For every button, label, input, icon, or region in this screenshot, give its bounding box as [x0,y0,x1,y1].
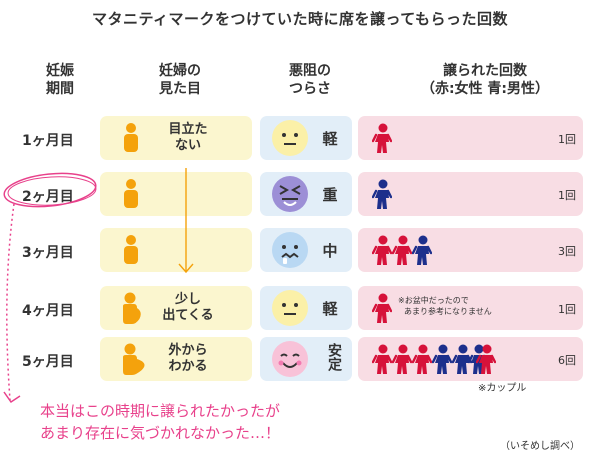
header-period-line2: 期間 [46,81,74,97]
header-offers-line1: 譲られた回数 [443,63,527,79]
month-label: 3ヶ月目 [22,245,74,261]
male-person-icon [411,235,433,269]
header-period-line1: 妊娠 [46,63,74,79]
chart-title: マタニティマークをつけていた時に席を譲ってもらった回数 [91,10,509,28]
appearance-text: 少し 出てくる [148,292,228,324]
appearance-text-line: ない [174,138,201,153]
header-offers: 譲られた回数 （赤:女性 青:男性） [395,62,575,98]
appearance-text-line: 目立た [168,122,208,137]
offers-cell [358,286,583,330]
nausea-face-icon [270,230,310,274]
month-label: 4ヶ月目 [22,303,74,319]
pregnant-figure-icon [120,178,142,212]
pregnant-figure-icon [120,292,148,328]
pregnant-figure-icon [120,234,142,268]
comment-line2: あまり存在に気づかれなかった…！ [40,424,281,442]
highlight-annotation [3,172,97,404]
sick-face-icon [270,174,310,218]
couple-note: ※カップル [478,383,527,394]
severity-label: 軽 [322,300,338,318]
comment-line1: 本当はこの時期に譲られたかったが [40,402,281,420]
header-appearance-line1: 妊婦の [159,63,201,79]
female-person-icon [371,344,393,378]
offer-count: 1回 [558,189,576,202]
row-note: ※お盆中だったのであまり参考になりません [398,295,492,317]
couple-figure-icon [467,344,498,374]
offer-count: 3回 [558,245,576,258]
neutral-face-icon [270,118,310,162]
header-sickness: 悪阻の つらさ [270,62,350,98]
row-note-line: ※お盆中だったので [398,296,469,305]
arrow-down-icon [178,168,194,274]
row-note-line: あまり参考になりません [404,307,492,316]
male-person-icon [371,179,393,213]
neutral-face-icon [270,288,310,332]
month-label: 2ヶ月目 [22,189,74,205]
month-label: 1ヶ月目 [22,133,74,149]
header-appearance: 妊婦の 見た目 [140,62,220,98]
happy-face-icon [270,339,310,383]
appearance-text: 目立た ない [148,122,228,154]
offer-count: 1回 [558,303,576,316]
pregnant-figure-icon [120,122,142,156]
female-person-icon [391,235,413,269]
female-person-icon [391,344,413,378]
appearance-text-line: 少し [174,292,201,307]
severity-label: 中 [322,242,338,260]
severity-label: 安定 [326,343,342,371]
severity-label: 重 [322,186,338,204]
appearance-text: 外から わかる [148,343,228,375]
appearance-text-line: 出てくる [162,308,214,323]
header-appearance-line2: 見た目 [159,81,201,97]
pregnant-figure-icon [120,343,152,379]
male-person-icon [431,344,453,378]
header-offers-line2: （赤:女性 青:男性） [420,81,550,97]
header-sickness-line2: つらさ [289,81,331,97]
offers-cell [358,116,583,160]
credit: （いそめし調べ） [500,441,580,452]
offer-count: 6回 [558,354,576,367]
comment: 本当はこの時期に譲られたかったが あまり存在に気づかれなかった…！ [40,400,280,444]
female-person-icon [411,344,433,378]
appearance-text-line: わかる [168,359,208,374]
female-person-icon [371,293,393,327]
appearance-text-line: 外から [168,343,208,358]
female-person-icon [371,123,393,157]
female-person-icon [371,235,393,269]
header-period: 妊娠 期間 [30,62,90,98]
severity-label: 軽 [322,130,338,148]
header-sickness-line1: 悪阻の [289,63,331,79]
offer-count: 1回 [558,133,576,146]
offers-cell [358,172,583,216]
month-label: 5ヶ月目 [22,354,74,370]
